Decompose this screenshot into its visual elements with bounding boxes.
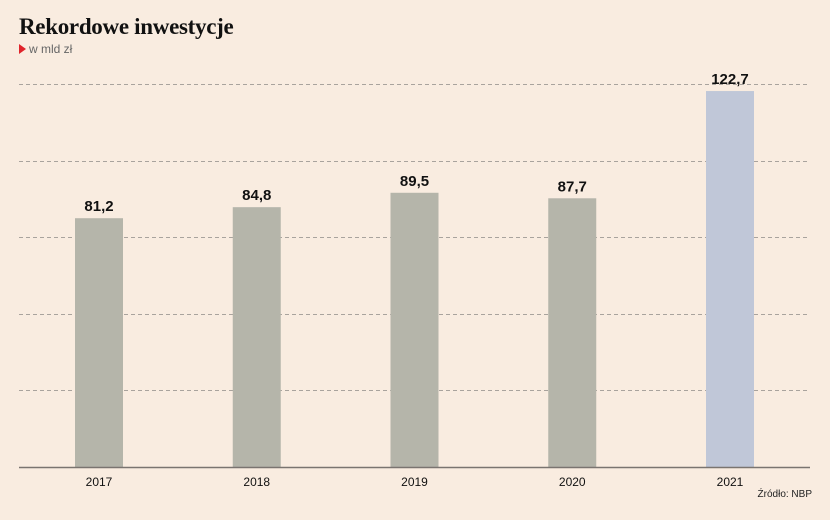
bar-2018 <box>232 207 281 468</box>
source-note: Źródło: NBP <box>757 489 812 500</box>
unit-label: w mld zł <box>29 42 73 56</box>
x-tick-labels: 2017 2018 2019 2020 2021 <box>86 475 744 489</box>
value-labels: 81,2 84,8 89,5 87,7 122,7 <box>84 71 748 215</box>
x-tick-2021: 2021 <box>717 475 744 489</box>
value-label-2021: 122,7 <box>711 71 749 88</box>
bar-2017 <box>75 218 123 467</box>
bar-2019 <box>390 192 439 467</box>
x-tick-2020: 2020 <box>559 475 586 489</box>
x-tick-2019: 2019 <box>401 475 428 489</box>
bar-2021 <box>706 91 754 467</box>
bar-2020 <box>548 198 597 467</box>
bars <box>75 91 754 468</box>
value-label-2018: 84,8 <box>242 187 271 204</box>
red-triangle-icon <box>19 44 26 54</box>
chart-subtitle: w mld zł <box>19 42 72 56</box>
chart-title: Rekordowe inwestycje <box>19 14 234 39</box>
value-label-2020: 87,7 <box>558 178 587 195</box>
x-tick-2018: 2018 <box>243 475 270 489</box>
x-tick-2017: 2017 <box>86 475 113 489</box>
value-label-2019: 89,5 <box>400 173 429 190</box>
value-label-2017: 81,2 <box>84 198 113 215</box>
